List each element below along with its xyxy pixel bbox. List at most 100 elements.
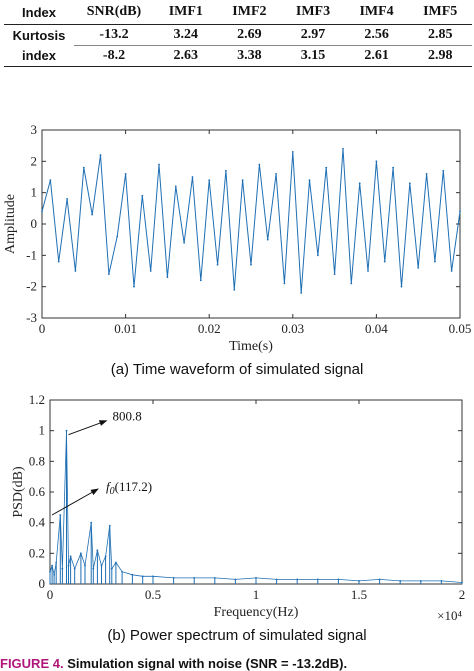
f0-symbol: f (106, 479, 112, 494)
x-tick-label: 0.04 (365, 321, 388, 336)
data-point (116, 235, 119, 238)
data-point (216, 263, 219, 266)
series-envelope (49, 430, 463, 583)
y-tick-label: -2 (26, 279, 37, 294)
data-point (133, 285, 135, 288)
f0-subscript: 0 (110, 486, 115, 497)
x-tick-label: 0.03 (281, 321, 304, 336)
x-tick-label: 0.05 (449, 321, 472, 336)
table-cell: 2.85 (408, 24, 472, 46)
annotation-arrow (68, 420, 108, 436)
data-point (375, 160, 378, 163)
figure-caption: FIGURE 4. Simulation signal with noise (… (0, 656, 474, 671)
data-point (49, 179, 52, 182)
y-tick-label: 3 (31, 122, 38, 137)
data-point (392, 166, 395, 169)
y-tick-label: 0.2 (29, 545, 45, 560)
table-cell: 3.24 (154, 24, 218, 46)
row-label-kurtosis: Kurtosis (12, 27, 66, 43)
annotation-arrow (51, 488, 99, 516)
data-point (66, 198, 68, 200)
data-point (308, 179, 311, 182)
data-point (399, 580, 402, 582)
data-point (100, 564, 103, 567)
data-point (459, 210, 461, 213)
data-point (183, 241, 186, 244)
table-row: index -8.2 2.63 3.38 3.15 2.61 2.98 (4, 46, 472, 67)
data-point (107, 273, 110, 276)
data-point (55, 561, 58, 564)
table-header-imf1: IMF1 (168, 4, 203, 19)
x-tick-label: 1.5 (351, 587, 367, 602)
y-tick-label: 0.8 (29, 453, 45, 468)
table-header-imf3: IMF3 (295, 4, 331, 19)
table-header-index: Index (22, 4, 56, 20)
power-spectrum-caption: (b) Power spectrum of simulated signal (0, 627, 474, 644)
data-point (131, 573, 134, 576)
data-point (275, 578, 278, 581)
data-point (440, 580, 443, 582)
power-spectrum-chart: 0 0.5 1 1.5 2 1.2 1 0.8 0.6 0.4 0.2 0 Frequency(Hz) P… (11, 392, 465, 623)
data-point (59, 514, 62, 516)
data-point (208, 179, 211, 182)
table-cell: -8.2 (102, 48, 126, 63)
data-point (419, 580, 422, 582)
data-point (383, 260, 386, 263)
figure-caption-text: Simulation signal with noise (SNR = -13.… (67, 656, 348, 671)
data-point (84, 564, 86, 567)
data-point (149, 270, 152, 272)
data-point (193, 576, 196, 579)
data-point (442, 169, 445, 172)
f0-value: (117.2) (115, 479, 152, 494)
table-cell: 3.38 (237, 48, 262, 63)
row-label-index: index (22, 48, 56, 64)
power-spectrum-figure: 0 0.5 1 1.5 2 1.2 1 0.8 0.6 0.4 0.2 0 Frequency(Hz) P… (0, 388, 474, 626)
table-cell: 2.97 (281, 24, 345, 46)
data-point (450, 270, 453, 272)
x-axis-label: Time(s) (229, 339, 273, 354)
data-point (425, 172, 428, 175)
data-point (333, 273, 336, 276)
table-header-imf5: IMF5 (423, 4, 458, 19)
data-point (61, 567, 64, 570)
data-point (74, 270, 77, 272)
y-axis-label: PSD(dB) (11, 466, 26, 518)
data-point (141, 575, 144, 578)
table-cell: -13.2 (74, 24, 154, 46)
data-point (41, 210, 43, 213)
data-point (300, 292, 303, 294)
data-point (51, 564, 53, 567)
data-point (141, 194, 144, 197)
data-point (258, 163, 261, 166)
x-tick-label: 0.02 (198, 321, 221, 336)
data-point (350, 282, 353, 285)
x-tick-label: 0.5 (145, 587, 161, 602)
data-point (99, 154, 102, 156)
table-cell: 2.61 (364, 48, 389, 63)
data-point (67, 564, 70, 567)
data-point (90, 521, 93, 524)
data-point (199, 279, 202, 282)
data-point (250, 263, 252, 266)
y-tick-label: 1 (31, 185, 38, 200)
data-point (325, 166, 328, 169)
time-waveform-chart: 0 0.01 0.02 0.03 0.04 0.05 3 2 1 0 -1 -2 -3 Time(s) Am… (3, 122, 472, 354)
data-point (291, 151, 294, 153)
data-point (225, 169, 227, 172)
data-point (108, 524, 111, 527)
data-point (358, 580, 360, 582)
data-point (342, 147, 344, 150)
data-point (80, 552, 82, 555)
data-point (92, 567, 95, 570)
series-line (49, 430, 463, 584)
y-tick-label: 1.2 (29, 392, 45, 407)
data-point (69, 555, 72, 558)
y-tick-label: 0 (39, 576, 46, 591)
table-header-snr: SNR(dB) (86, 4, 142, 19)
table-header-imf2: IMF2 (232, 4, 267, 19)
data-point (367, 270, 369, 272)
data-point (172, 576, 175, 579)
y-tick-label: 0 (31, 216, 38, 231)
data-point (166, 276, 169, 279)
data-point (316, 578, 319, 581)
